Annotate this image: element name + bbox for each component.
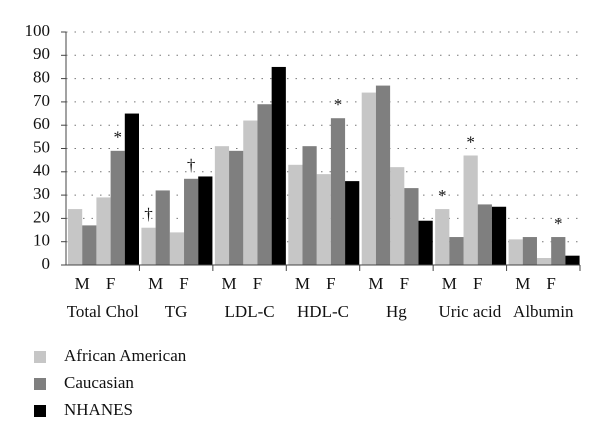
x-tick-label: Hg (386, 302, 407, 321)
bar (214, 146, 230, 265)
legend-swatch (34, 405, 46, 417)
sex-label: F (326, 274, 335, 293)
bar (536, 258, 552, 265)
sex-label: M (442, 274, 457, 293)
sex-label: M (148, 274, 163, 293)
sex-label: M (295, 274, 310, 293)
bar (229, 150, 244, 265)
bar (435, 209, 450, 265)
bar (449, 237, 464, 265)
bar (141, 227, 156, 265)
sex-label: M (515, 274, 530, 293)
bar (184, 178, 199, 265)
sex-label: M (75, 274, 90, 293)
x-tick-label: Albumin (513, 302, 574, 321)
y-tick-label: 20 (33, 207, 50, 226)
y-tick-label: 0 (42, 254, 51, 273)
sex-label: F (546, 274, 555, 293)
annotation: † (187, 156, 196, 175)
y-tick-label: 90 (33, 44, 50, 63)
bar (288, 164, 303, 265)
bar (361, 92, 376, 265)
bar (508, 239, 523, 265)
y-tick-label: 70 (33, 91, 50, 110)
bar (271, 66, 286, 265)
bar (96, 197, 111, 265)
x-tick-label: Uric acid (438, 302, 501, 321)
bar (375, 85, 391, 265)
bar (463, 155, 478, 265)
bar (110, 150, 125, 265)
bar (477, 204, 492, 265)
y-tick-label: 80 (33, 68, 50, 87)
annotation: * (438, 186, 447, 205)
bar (418, 220, 433, 265)
bar (169, 232, 185, 265)
bar (257, 104, 272, 265)
annotation: * (554, 214, 563, 233)
sex-label: F (473, 274, 482, 293)
bar (198, 176, 213, 265)
bar (302, 146, 317, 265)
bar (68, 209, 83, 265)
bar (491, 206, 507, 265)
y-tick-label: 60 (33, 114, 50, 133)
bar (330, 118, 346, 266)
y-tick-label: 50 (33, 137, 50, 156)
bar (404, 188, 419, 265)
bar (345, 181, 360, 265)
sex-label: F (400, 274, 409, 293)
bar (551, 237, 566, 265)
annotation: * (466, 132, 475, 151)
bar (243, 120, 258, 265)
annotation: † (144, 205, 153, 224)
y-tick-label: 100 (25, 21, 51, 40)
sex-label: F (106, 274, 115, 293)
y-tick-label: 30 (33, 184, 50, 203)
x-tick-label: LDL-C (225, 302, 275, 321)
bar (522, 237, 537, 265)
annotation: * (334, 95, 343, 114)
legend-label: NHANES (64, 400, 133, 419)
bar (390, 167, 405, 265)
legend-label: Caucasian (64, 373, 134, 392)
sex-label: M (221, 274, 236, 293)
bar (565, 255, 580, 265)
bar (82, 225, 97, 265)
sex-label: M (368, 274, 383, 293)
bar (155, 190, 170, 265)
bar (124, 113, 139, 265)
x-tick-label: Total Chol (67, 302, 139, 321)
sex-label: F (253, 274, 262, 293)
bar (316, 174, 331, 265)
legend-label: African American (64, 346, 187, 365)
y-tick-label: 40 (33, 161, 50, 180)
legend-swatch (34, 378, 46, 390)
sex-label: F (179, 274, 188, 293)
legend-swatch (34, 351, 46, 363)
x-tick-label: TG (165, 302, 188, 321)
annotation: * (113, 128, 122, 147)
x-tick-label: HDL-C (297, 302, 349, 321)
y-tick-label: 10 (33, 231, 50, 250)
